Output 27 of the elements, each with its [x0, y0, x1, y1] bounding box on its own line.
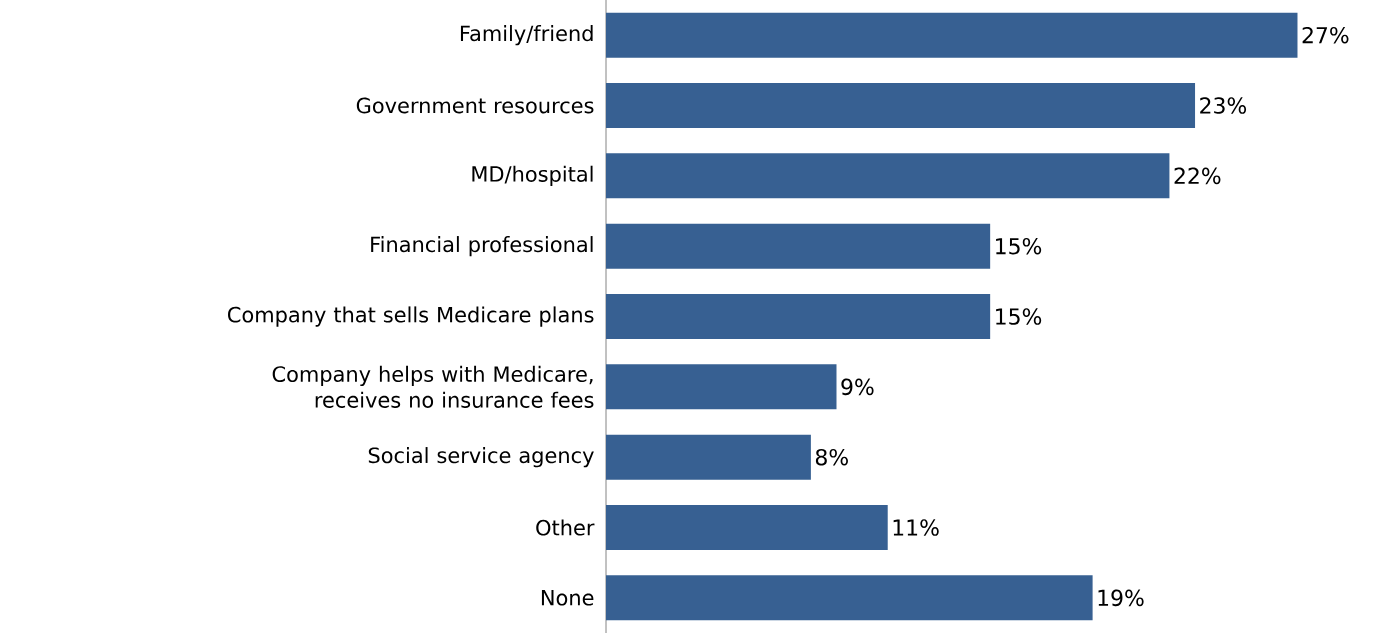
bar	[606, 294, 991, 340]
data-label: 15%	[996, 237, 1042, 255]
y-tick-label: Other	[536, 519, 595, 536]
bar	[606, 505, 888, 551]
y-tick-label: Company that sells Medicare plans	[228, 306, 594, 327]
data-label: 15%	[996, 308, 1042, 325]
data-label: 9%	[841, 378, 874, 396]
y-tick-label: None	[541, 590, 594, 606]
bar	[606, 12, 1298, 58]
data-label: 8%	[815, 448, 848, 466]
y-tick-label: Government resources	[356, 97, 594, 114]
y-tick-label: Company helps with Medicare, receives no insurance fees	[272, 365, 594, 408]
bar	[606, 223, 991, 269]
bar	[606, 434, 811, 480]
y-tick-label: Social service agency	[368, 447, 594, 468]
y-tick-label: MD/hospital	[472, 165, 593, 186]
bar	[606, 153, 1170, 199]
data-label: 27%	[1302, 26, 1349, 44]
data-label: 23%	[1200, 97, 1247, 114]
data-label: 22%	[1174, 167, 1221, 185]
bar	[606, 575, 1093, 621]
y-tick-label: Financial professional	[371, 236, 593, 257]
bar	[606, 83, 1196, 129]
y-tick-label: Family/friend	[460, 25, 593, 46]
data-label: 11%	[893, 519, 939, 536]
data-label: 19%	[1098, 589, 1144, 607]
bar	[606, 364, 837, 410]
